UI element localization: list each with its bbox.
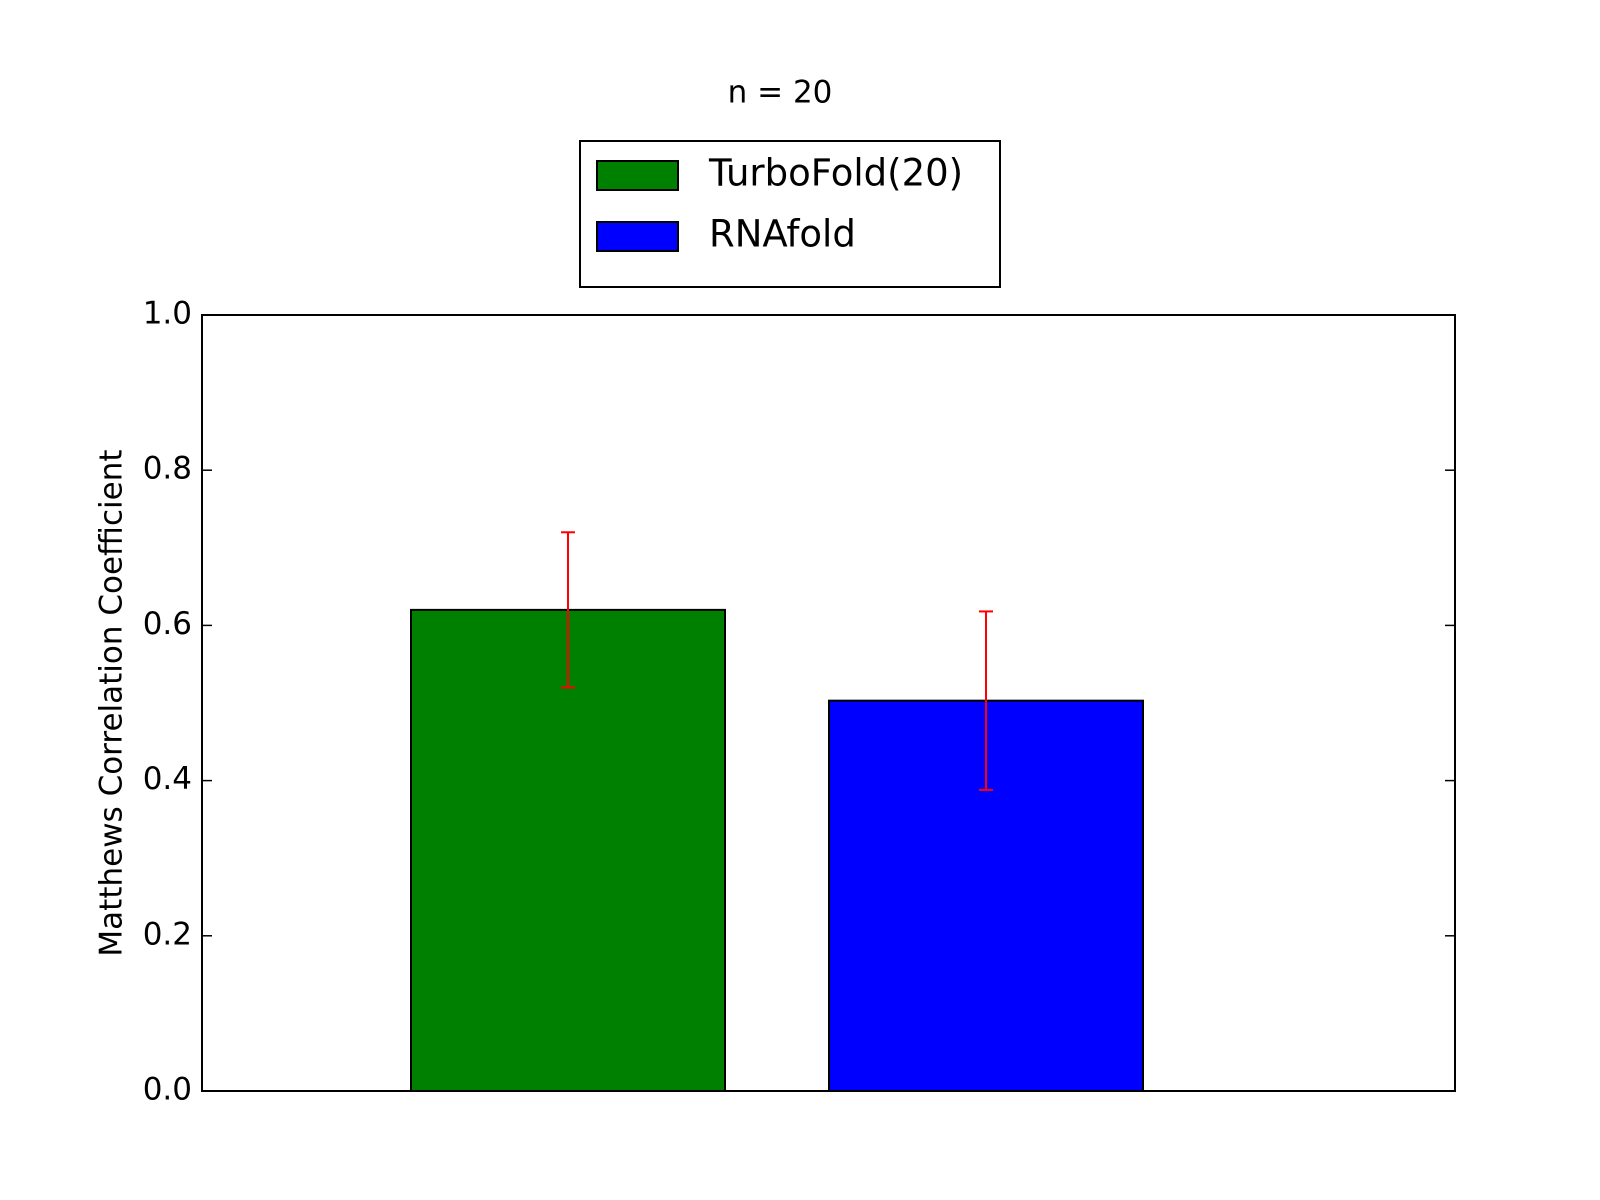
legend-label: TurboFold(20) — [708, 152, 963, 195]
chart-title: n = 20 — [728, 75, 833, 111]
error-bar — [979, 610, 993, 791]
legend-label: RNAfold — [709, 213, 856, 256]
bar — [410, 608, 726, 1092]
y-tick-label: 1.0 — [143, 296, 192, 332]
y-tick-label: 0.6 — [143, 606, 192, 642]
legend-swatch — [596, 221, 679, 252]
y-axis-label: Matthews Correlation Coefficient — [94, 449, 130, 956]
y-tick-label: 0.4 — [143, 761, 192, 797]
plot-frame — [201, 314, 1456, 1092]
y-tick-label: 0.0 — [143, 1072, 192, 1108]
error-bar — [561, 531, 575, 689]
y-tick-label: 0.8 — [143, 451, 192, 487]
y-tick-label: 0.2 — [143, 916, 192, 952]
legend-swatch — [596, 160, 679, 191]
